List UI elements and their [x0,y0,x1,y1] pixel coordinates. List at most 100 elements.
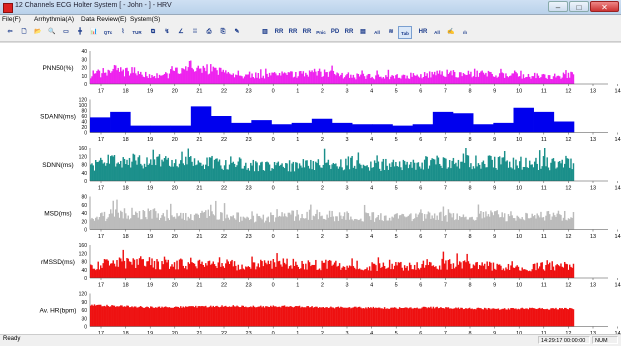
x-tick-label: 3 [345,137,348,143]
bar [400,261,402,278]
hrv-trend-icon[interactable]: ≋ [388,29,394,35]
bar [526,308,528,327]
histogram-icon[interactable]: 📊 [90,29,98,35]
bar [118,164,121,181]
bar [222,306,225,327]
bar [150,77,152,84]
qtc-icon[interactable]: QTc [103,30,113,35]
bar [291,306,293,327]
rr-spectrum-icon[interactable]: RR [344,29,354,35]
bar [173,163,176,181]
bar [131,264,133,278]
new-file-icon[interactable]: 🗋 [21,29,27,35]
bar [240,158,242,181]
bar [455,77,457,84]
bar [456,308,458,327]
rr-histogram-icon[interactable]: RR [302,29,312,35]
report-edit-icon[interactable]: ✍ [447,29,455,35]
table-icon[interactable]: Tab [398,26,412,39]
slope-icon[interactable]: ∠ [178,29,184,35]
maximize-button[interactable]: □ [569,1,589,12]
bar [393,214,396,230]
bar [250,268,252,278]
menu-system[interactable]: System(S) [130,16,161,23]
print-preview-icon[interactable]: ⎘ [220,29,226,35]
bar [353,219,356,230]
bar [417,76,420,84]
bar [317,70,320,84]
all-channels-icon[interactable]: All [434,30,440,35]
bar [566,264,568,278]
menu-data-review[interactable]: Data Review(E) [81,16,127,23]
bar [433,71,436,84]
crosshair-icon[interactable]: ╋ [78,29,82,35]
close-button[interactable]: ✕ [590,1,619,12]
bar [207,261,210,278]
bar [237,161,240,181]
bar [367,213,370,230]
bar [332,70,335,84]
x-tick-label: 23 [246,186,252,192]
window-icon[interactable]: ▭ [63,29,69,35]
print-icon[interactable]: ⎙ [206,29,212,35]
bar [407,168,410,181]
bar [465,308,467,327]
menu-arrhythmia[interactable]: Arrhythmia(A) [34,16,75,23]
bar [505,309,507,327]
bar [102,306,104,327]
bar [420,308,422,327]
poincare-icon[interactable]: Pnic [316,30,326,35]
bar [437,308,440,327]
bar [371,308,373,327]
bar [333,73,336,84]
grid-icon[interactable]: ⁞⁞ [193,29,197,35]
st-icon[interactable]: ⌇ [121,29,125,35]
bar [412,159,415,181]
bar-chart-icon[interactable]: ılı [463,30,467,35]
bar [398,262,401,278]
bar [215,158,217,181]
zoom-icon[interactable]: 🔍 [48,29,56,35]
bar [225,305,227,327]
bar [485,308,487,327]
bar [312,215,315,230]
spectrum-icon[interactable]: ▤ [360,29,366,35]
bar [413,307,416,327]
x-tick-label: 22 [221,137,227,143]
x-tick-label: 3 [345,234,348,240]
bar [540,262,542,278]
menu-file[interactable]: File(F) [2,16,21,23]
bar [547,210,550,230]
bar [553,161,556,181]
bar [346,211,348,230]
x-tick-label: 22 [221,234,227,240]
pd-icon[interactable]: PD [330,29,340,35]
bar [412,219,415,230]
bar [503,308,506,327]
bar [172,266,174,278]
bar [151,258,153,278]
minimize-button[interactable]: – [548,1,568,12]
hr-icon[interactable]: HR [418,29,428,35]
x-tick-label: 19 [147,283,153,289]
bar [353,267,356,278]
hrv-time-icon[interactable]: ▥ [262,29,268,35]
bar [341,267,343,278]
bar [132,72,134,84]
bar [471,216,473,230]
rr-trend-icon[interactable]: RR [288,29,298,35]
bar [175,218,177,230]
trend-icon[interactable]: ↯ [164,29,170,35]
bar [283,213,286,230]
bar [550,162,552,181]
bar [540,211,542,230]
pattern-icon[interactable]: ⧉ [150,29,156,35]
edit-icon[interactable]: ✎ [234,29,240,35]
bar [167,307,169,327]
all-icon[interactable]: All [374,30,380,35]
tur-icon[interactable]: TUR [132,30,142,35]
back-icon[interactable]: ⇦ [7,29,13,35]
rr-icon[interactable]: RR [274,29,284,35]
open-folder-icon[interactable]: 📂 [34,29,42,35]
x-tick-label: 10 [516,137,522,143]
